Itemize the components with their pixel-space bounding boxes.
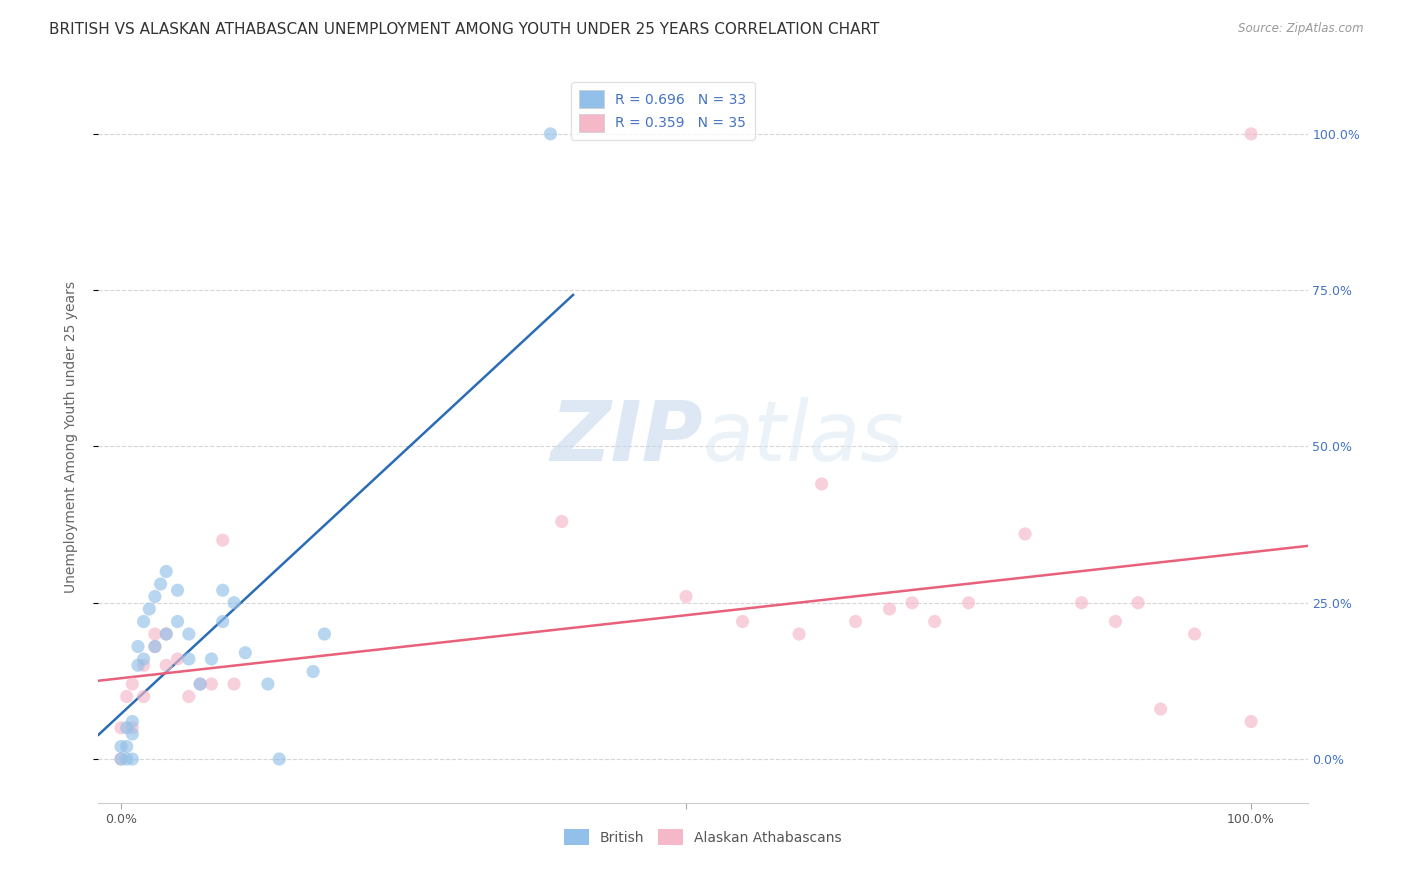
Point <box>879 602 901 616</box>
Point <box>166 652 188 666</box>
Point <box>233 646 256 660</box>
Point <box>155 565 177 579</box>
Point <box>314 627 336 641</box>
Y-axis label: Unemployment Among Youth under 25 years: Unemployment Among Youth under 25 years <box>63 281 77 593</box>
Legend: British, Alaskan Athabascans: British, Alaskan Athabascans <box>558 823 848 851</box>
Point <box>200 677 222 691</box>
Point <box>1184 627 1206 641</box>
Point <box>110 739 132 754</box>
Point <box>155 627 177 641</box>
Point <box>1014 527 1036 541</box>
Point <box>132 652 155 666</box>
Point <box>845 615 868 629</box>
Point <box>177 627 200 641</box>
Point <box>901 596 924 610</box>
Point <box>115 721 138 735</box>
Point <box>121 677 143 691</box>
Point <box>143 627 166 641</box>
Text: BRITISH VS ALASKAN ATHABASCAN UNEMPLOYMENT AMONG YOUTH UNDER 25 YEARS CORRELATIO: BRITISH VS ALASKAN ATHABASCAN UNEMPLOYME… <box>49 22 880 37</box>
Point <box>188 677 211 691</box>
Point <box>200 652 222 666</box>
Point <box>211 533 233 548</box>
Point <box>1150 702 1173 716</box>
Point <box>127 658 149 673</box>
Point <box>1104 615 1126 629</box>
Point <box>121 752 143 766</box>
Point <box>155 658 177 673</box>
Point <box>957 596 980 610</box>
Point <box>110 752 132 766</box>
Point <box>127 640 149 654</box>
Point <box>211 583 233 598</box>
Point <box>222 677 245 691</box>
Point <box>188 677 211 691</box>
Point <box>121 721 143 735</box>
Point <box>257 677 280 691</box>
Point <box>143 590 166 604</box>
Text: ZIP: ZIP <box>550 397 703 477</box>
Point <box>675 590 697 604</box>
Point <box>177 690 200 704</box>
Point <box>155 627 177 641</box>
Text: Source: ZipAtlas.com: Source: ZipAtlas.com <box>1239 22 1364 36</box>
Point <box>1240 127 1263 141</box>
Text: atlas: atlas <box>703 397 904 477</box>
Point <box>1126 596 1149 610</box>
Point <box>121 727 143 741</box>
Point <box>731 615 754 629</box>
Point <box>143 640 166 654</box>
Point <box>269 752 291 766</box>
Point <box>166 615 188 629</box>
Point <box>110 721 132 735</box>
Point <box>115 752 138 766</box>
Point <box>121 714 143 729</box>
Point <box>132 615 155 629</box>
Point <box>138 602 160 616</box>
Point <box>1240 714 1263 729</box>
Point <box>924 615 946 629</box>
Point <box>115 690 138 704</box>
Point <box>787 627 810 641</box>
Point <box>810 477 832 491</box>
Point <box>143 640 166 654</box>
Point <box>115 739 138 754</box>
Point <box>211 615 233 629</box>
Point <box>302 665 325 679</box>
Point <box>166 583 188 598</box>
Point <box>110 752 132 766</box>
Point <box>538 127 561 141</box>
Point <box>222 596 245 610</box>
Point <box>177 652 200 666</box>
Point <box>149 577 172 591</box>
Point <box>132 690 155 704</box>
Point <box>551 515 574 529</box>
Point <box>132 658 155 673</box>
Point <box>1070 596 1092 610</box>
